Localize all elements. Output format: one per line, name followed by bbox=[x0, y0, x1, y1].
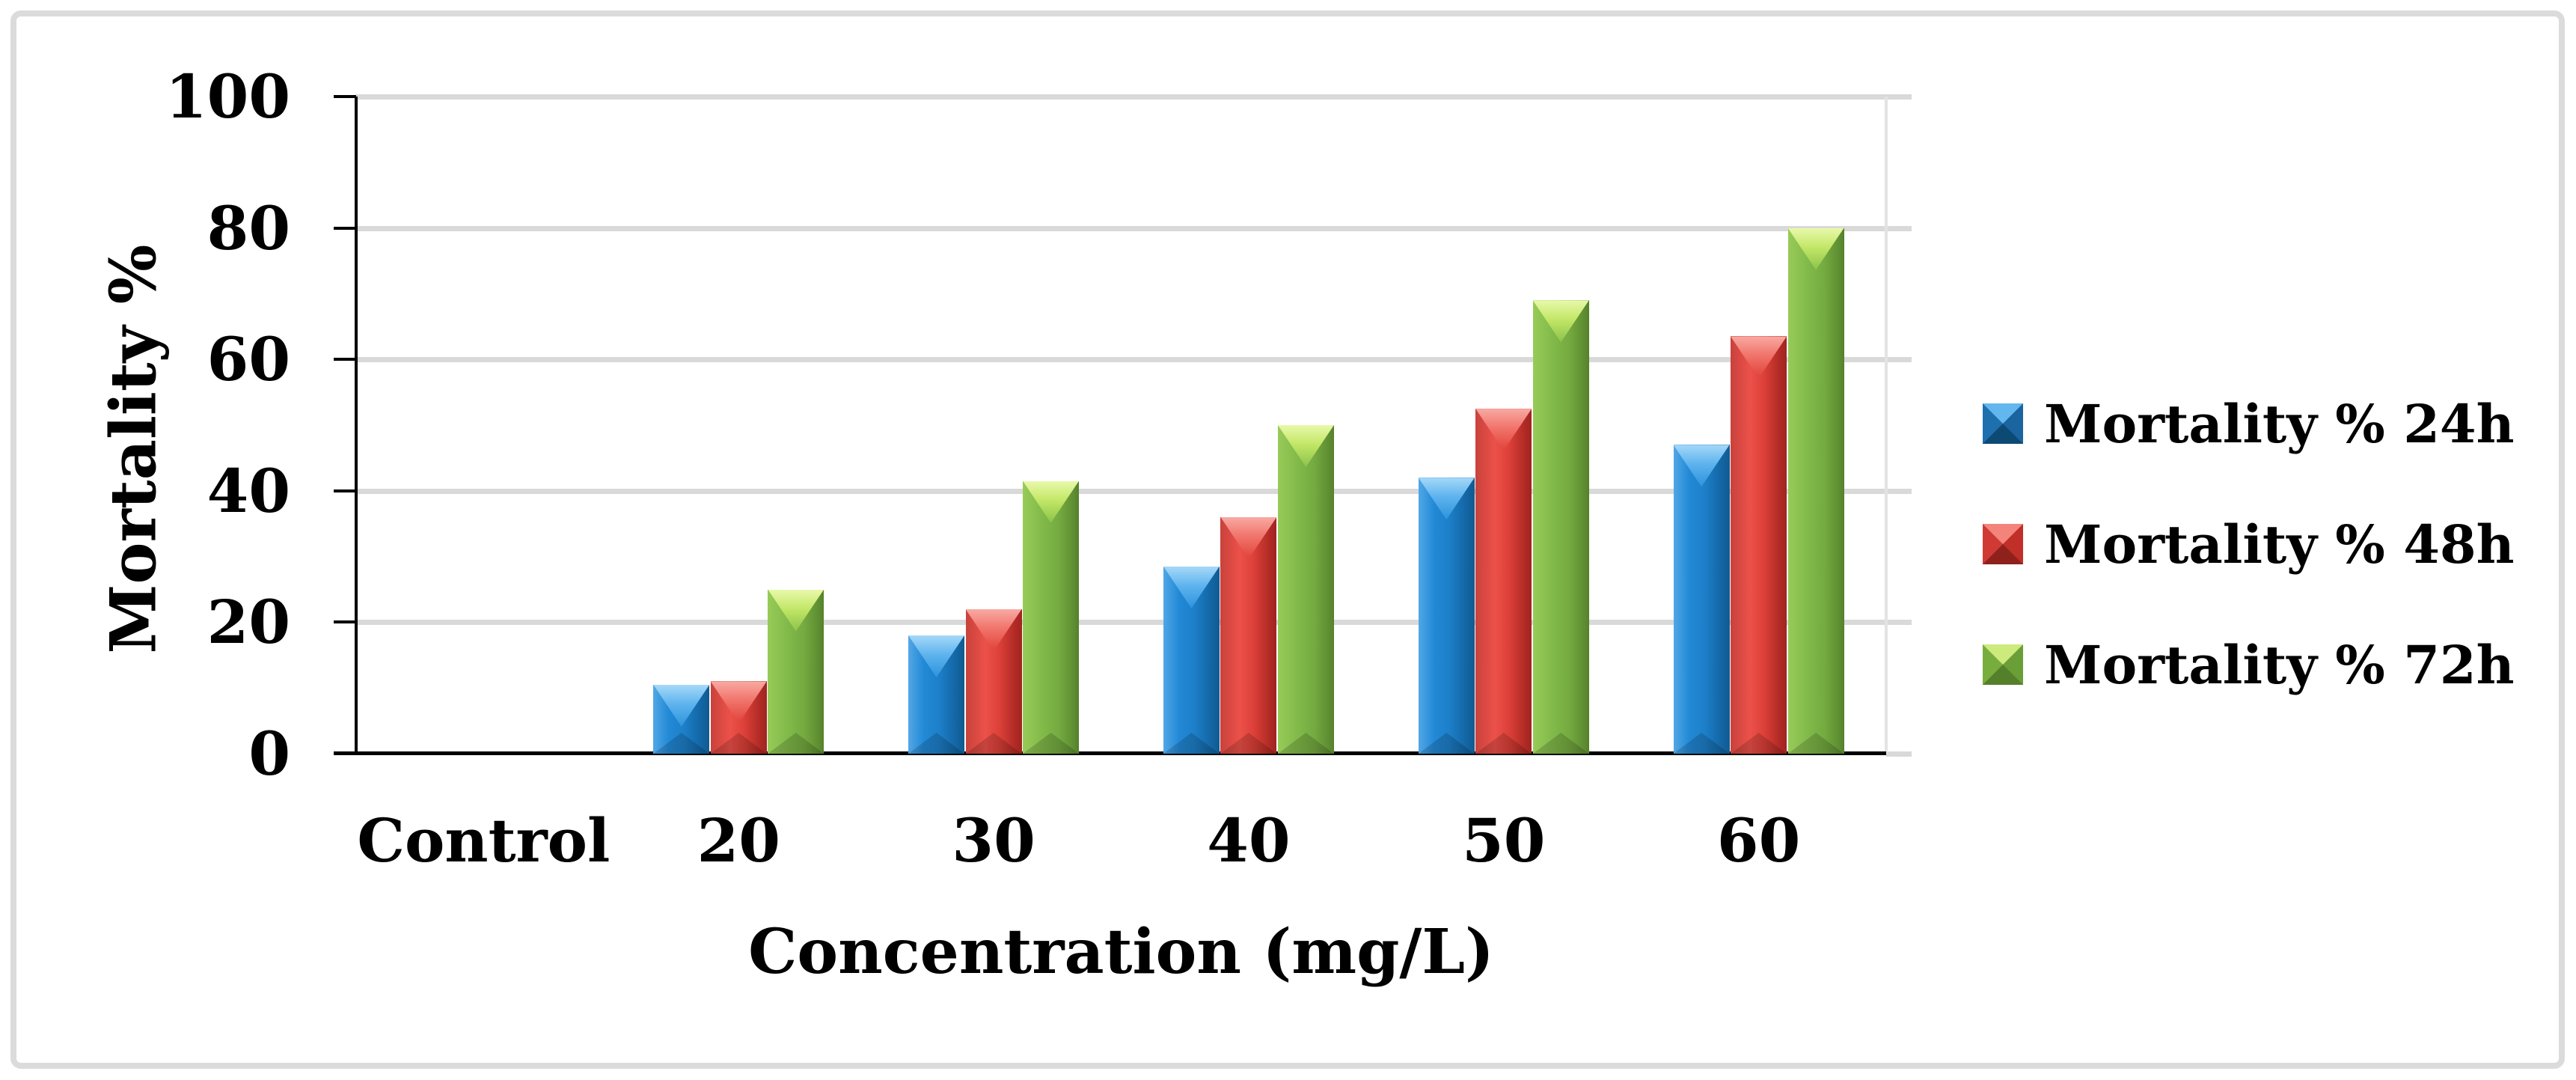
legend-item-72h: Mortality % 72h bbox=[1983, 634, 2515, 696]
x-axis-title: Concentration (mg/L) bbox=[748, 916, 1494, 988]
gridline-100 bbox=[356, 94, 1886, 100]
bar-48h-20 bbox=[710, 681, 767, 754]
y-tick-label-60: 60 bbox=[206, 324, 290, 395]
y-tick-label-0: 0 bbox=[248, 719, 290, 789]
gridline-20 bbox=[356, 620, 1886, 626]
x-category-label-30: 30 bbox=[952, 805, 1035, 876]
y-tick-label-40: 40 bbox=[206, 455, 290, 526]
x-category-label-20: 20 bbox=[697, 805, 780, 876]
gridline-stub-20 bbox=[1886, 620, 1912, 626]
bar-24h-40 bbox=[1163, 566, 1220, 754]
gridline-80 bbox=[356, 225, 1886, 231]
bar-72h-60 bbox=[1787, 228, 1844, 754]
bar-48h-60 bbox=[1731, 336, 1787, 754]
gridline-stub-100 bbox=[1886, 94, 1912, 100]
bar-24h-60 bbox=[1673, 445, 1730, 754]
y-tick-mark-40 bbox=[334, 489, 356, 492]
legend-marker-72h-icon bbox=[1983, 644, 2023, 685]
plot-area bbox=[334, 94, 1912, 757]
bar-72h-50 bbox=[1532, 300, 1589, 754]
bar-48h-40 bbox=[1220, 516, 1277, 754]
legend-marker-48h-icon bbox=[1983, 524, 2023, 564]
x-category-label-Control: Control bbox=[357, 805, 611, 876]
bar-72h-20 bbox=[768, 589, 824, 754]
bar-24h-20 bbox=[653, 684, 710, 754]
bar-24h-50 bbox=[1418, 478, 1475, 754]
bar-48h-30 bbox=[965, 608, 1022, 754]
y-tick-mark-80 bbox=[334, 226, 356, 230]
gridline-stub-0 bbox=[1886, 751, 1912, 757]
legend-label-48h: Mortality % 48h bbox=[2044, 513, 2515, 576]
legend-item-48h: Mortality % 48h bbox=[1983, 513, 2515, 576]
gridline-40 bbox=[356, 488, 1886, 494]
gridline-stub-40 bbox=[1886, 488, 1912, 494]
bar-72h-40 bbox=[1277, 425, 1334, 754]
legend-marker-24h-icon bbox=[1983, 403, 2023, 444]
x-axis-line bbox=[334, 751, 1886, 755]
gridline-stub-60 bbox=[1886, 357, 1912, 363]
bar-24h-30 bbox=[908, 635, 965, 754]
y-tick-mark-20 bbox=[334, 620, 356, 624]
y-tick-mark-100 bbox=[334, 95, 356, 99]
x-category-label-60: 60 bbox=[1716, 805, 1801, 876]
y-tick-label-100: 100 bbox=[165, 61, 290, 132]
y-tick-label-80: 80 bbox=[206, 192, 290, 263]
legend-label-72h: Mortality % 72h bbox=[2044, 633, 2515, 696]
bar-48h-50 bbox=[1475, 409, 1532, 754]
gridline-stub-80 bbox=[1886, 225, 1912, 231]
legend-item-24h: Mortality % 24h bbox=[1983, 393, 2515, 455]
x-category-label-40: 40 bbox=[1207, 805, 1291, 876]
bar-72h-30 bbox=[1023, 480, 1080, 754]
gridline-60 bbox=[356, 357, 1886, 363]
y-axis-line bbox=[355, 97, 358, 755]
y-tick-label-20: 20 bbox=[206, 587, 290, 658]
y-tick-mark-60 bbox=[334, 358, 356, 361]
legend-label-24h: Mortality % 24h bbox=[2044, 392, 2515, 455]
legend: Mortality % 24h Mortality % 48h Mortality … bbox=[1983, 393, 2515, 764]
x-category-label-50: 50 bbox=[1462, 805, 1546, 876]
plot-right-border bbox=[1885, 97, 1888, 754]
